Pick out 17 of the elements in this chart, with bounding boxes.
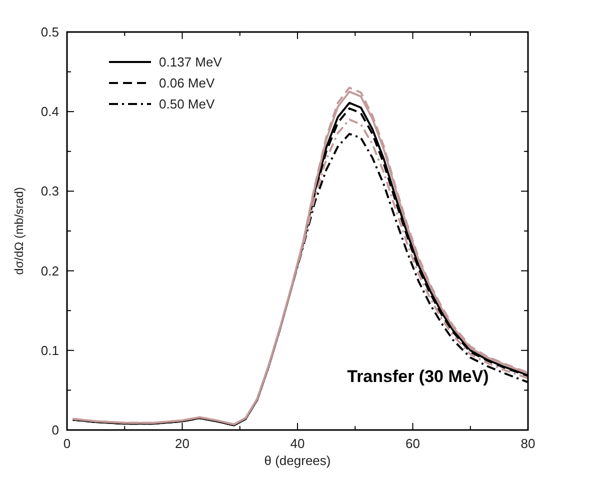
legend-label: 0.50 MeV	[159, 96, 215, 112]
x-tick-label: 80	[520, 436, 536, 451]
x-tick-label: 60	[406, 436, 420, 451]
y-tick-label: 0	[52, 422, 59, 438]
x-tick-label: 40	[290, 436, 305, 451]
x-tick-label: 0	[63, 436, 71, 451]
y-tick-label: 0.1	[40, 342, 59, 358]
legend-label: 0.06 MeV	[159, 76, 215, 90]
y-tick-label: 0.2	[40, 263, 59, 278]
y-tick-label: 0.3	[40, 184, 59, 199]
x-axis-title: θ (degrees)	[264, 453, 331, 468]
legend-label: 0.137 MeV	[159, 54, 222, 70]
y-axis-title: dσ/dΩ (mb/srad)	[12, 187, 26, 275]
y-tick-label: 0.4	[40, 104, 59, 120]
annotation: Transfer (30 MeV)	[347, 367, 489, 386]
x-tick-label: 20	[175, 436, 190, 451]
y-tick-label: 0.5	[40, 24, 59, 40]
